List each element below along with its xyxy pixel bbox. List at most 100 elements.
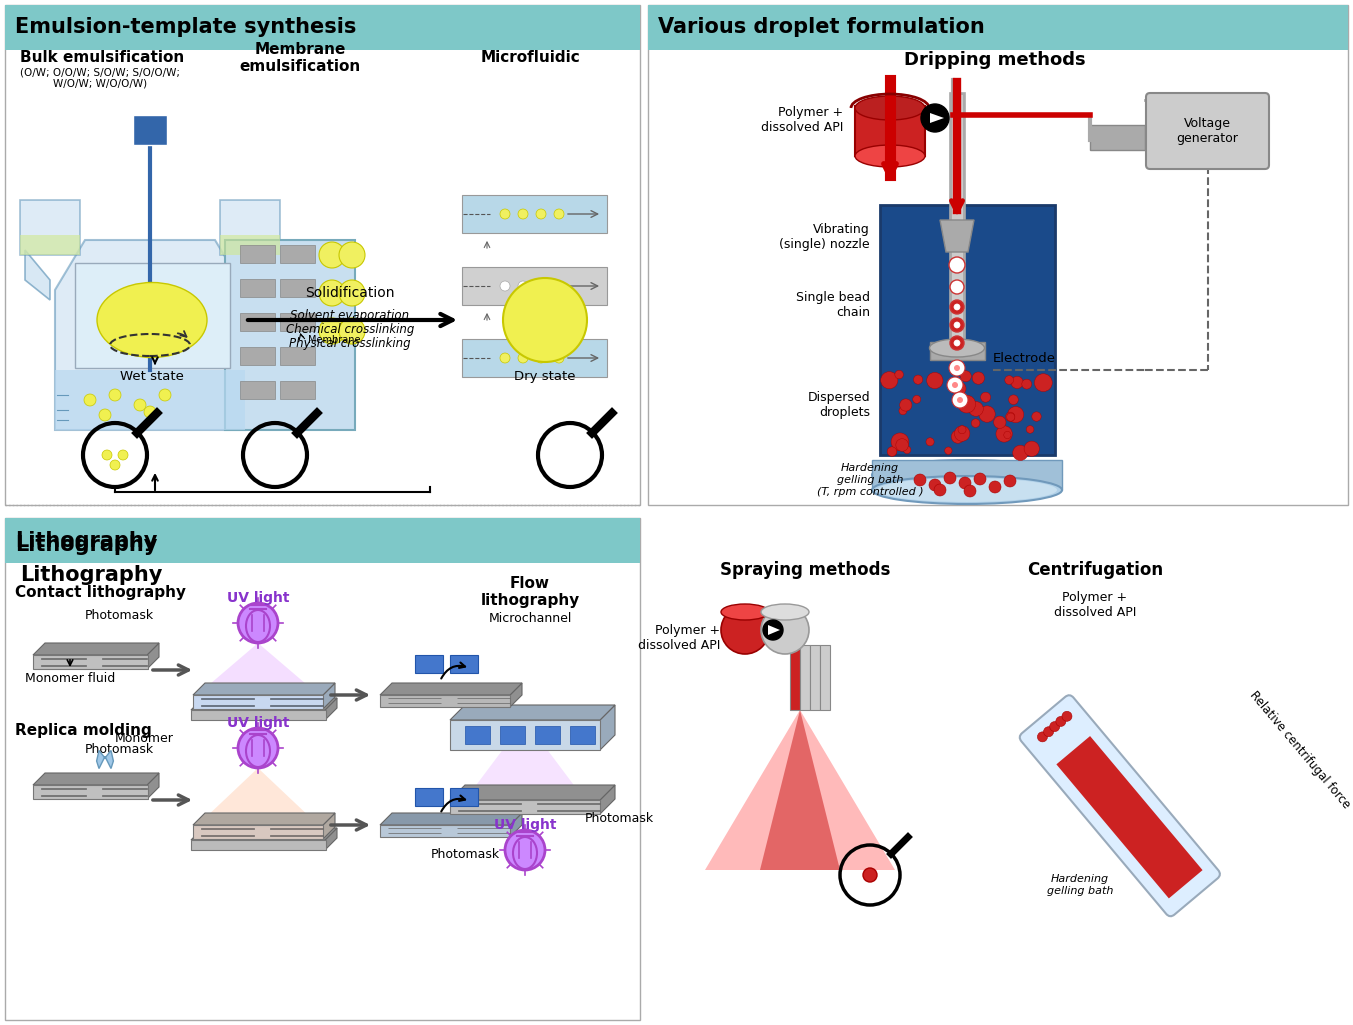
Circle shape bbox=[969, 402, 984, 416]
Text: UV light: UV light bbox=[227, 591, 290, 605]
Bar bbox=[280, 381, 315, 399]
Bar bbox=[930, 342, 985, 360]
Circle shape bbox=[1008, 407, 1024, 422]
Bar bbox=[193, 825, 323, 839]
Text: UV light: UV light bbox=[227, 716, 290, 730]
Bar bbox=[32, 785, 147, 800]
Text: Electrode: Electrode bbox=[993, 352, 1055, 365]
Text: Wet state: Wet state bbox=[120, 370, 184, 383]
Circle shape bbox=[238, 728, 277, 768]
Bar bbox=[1057, 736, 1203, 898]
Bar bbox=[415, 788, 442, 806]
Bar bbox=[5, 518, 436, 563]
Text: Polymer +
dissolved API: Polymer + dissolved API bbox=[1054, 591, 1137, 619]
Polygon shape bbox=[451, 785, 616, 800]
Circle shape bbox=[971, 419, 980, 427]
Circle shape bbox=[143, 406, 156, 418]
Polygon shape bbox=[55, 370, 245, 430]
Circle shape bbox=[110, 460, 120, 470]
Circle shape bbox=[1007, 413, 1015, 421]
Text: Membrane
emulsification: Membrane emulsification bbox=[239, 42, 361, 74]
Text: Monomer fluid: Monomer fluid bbox=[24, 672, 115, 685]
Circle shape bbox=[1062, 711, 1072, 722]
Polygon shape bbox=[510, 683, 522, 707]
Ellipse shape bbox=[855, 145, 925, 167]
Circle shape bbox=[934, 484, 946, 496]
Circle shape bbox=[518, 209, 528, 219]
Bar bbox=[380, 695, 510, 707]
Polygon shape bbox=[193, 813, 336, 825]
Bar bbox=[461, 266, 607, 305]
Circle shape bbox=[993, 416, 1007, 428]
Ellipse shape bbox=[97, 283, 207, 358]
Polygon shape bbox=[380, 813, 522, 825]
Circle shape bbox=[888, 447, 897, 456]
Circle shape bbox=[340, 280, 365, 306]
Circle shape bbox=[99, 409, 111, 421]
Bar bbox=[810, 645, 820, 710]
Circle shape bbox=[1004, 432, 1011, 439]
Circle shape bbox=[1004, 475, 1016, 487]
Polygon shape bbox=[24, 250, 50, 300]
Text: (O/W; O/O/W; S/O/W; S/O/O/W;
W/O/W; W/O/O/W): (O/W; O/O/W; S/O/W; S/O/O/W; W/O/W; W/O/… bbox=[20, 68, 180, 89]
Bar bbox=[193, 695, 323, 709]
Circle shape bbox=[1008, 395, 1019, 405]
Circle shape bbox=[957, 397, 963, 403]
Bar bbox=[133, 115, 166, 145]
FancyBboxPatch shape bbox=[1020, 695, 1220, 916]
Polygon shape bbox=[323, 813, 336, 839]
Circle shape bbox=[1038, 732, 1047, 742]
Circle shape bbox=[101, 450, 112, 460]
Polygon shape bbox=[193, 683, 336, 695]
Circle shape bbox=[913, 375, 923, 384]
Circle shape bbox=[900, 399, 912, 411]
Bar bbox=[32, 655, 147, 669]
Circle shape bbox=[501, 353, 510, 363]
Bar bbox=[465, 726, 490, 744]
Ellipse shape bbox=[871, 460, 1062, 490]
Circle shape bbox=[110, 390, 120, 401]
Circle shape bbox=[927, 372, 943, 388]
Circle shape bbox=[913, 396, 920, 404]
Polygon shape bbox=[930, 113, 944, 123]
Circle shape bbox=[915, 474, 925, 486]
Circle shape bbox=[950, 300, 963, 314]
Circle shape bbox=[1050, 722, 1059, 732]
Circle shape bbox=[954, 304, 961, 310]
Bar bbox=[191, 840, 326, 850]
Bar bbox=[74, 263, 230, 368]
Circle shape bbox=[925, 438, 934, 446]
Polygon shape bbox=[147, 643, 160, 669]
Circle shape bbox=[319, 242, 345, 268]
Bar bbox=[501, 726, 525, 744]
Bar bbox=[239, 245, 275, 263]
Text: Photomask: Photomask bbox=[584, 812, 653, 824]
Text: Emulsion-template synthesis: Emulsion-template synthesis bbox=[15, 17, 356, 37]
Text: Vibrating
(single) nozzle: Vibrating (single) nozzle bbox=[779, 223, 870, 251]
Polygon shape bbox=[599, 785, 616, 814]
Text: Polymer +
dissolved API: Polymer + dissolved API bbox=[637, 624, 720, 652]
Circle shape bbox=[981, 393, 990, 402]
Circle shape bbox=[898, 407, 907, 415]
Circle shape bbox=[1024, 441, 1039, 456]
Bar bbox=[451, 720, 599, 750]
Ellipse shape bbox=[760, 604, 809, 620]
Text: Monomer: Monomer bbox=[115, 732, 175, 745]
Polygon shape bbox=[191, 698, 337, 710]
Circle shape bbox=[536, 209, 547, 219]
Bar bbox=[239, 279, 275, 297]
Circle shape bbox=[954, 340, 961, 346]
Polygon shape bbox=[465, 720, 584, 800]
Text: Replica molding: Replica molding bbox=[15, 723, 152, 738]
Circle shape bbox=[930, 479, 940, 491]
Circle shape bbox=[518, 281, 528, 291]
Circle shape bbox=[238, 603, 277, 643]
Bar bbox=[239, 381, 275, 399]
Text: Hardening
gelling bath: Hardening gelling bath bbox=[1047, 874, 1114, 896]
Text: Dispersed
droplets: Dispersed droplets bbox=[808, 391, 870, 419]
Circle shape bbox=[340, 318, 365, 344]
Circle shape bbox=[973, 372, 985, 384]
Polygon shape bbox=[221, 200, 280, 255]
Bar bbox=[280, 313, 315, 331]
Polygon shape bbox=[20, 235, 80, 255]
